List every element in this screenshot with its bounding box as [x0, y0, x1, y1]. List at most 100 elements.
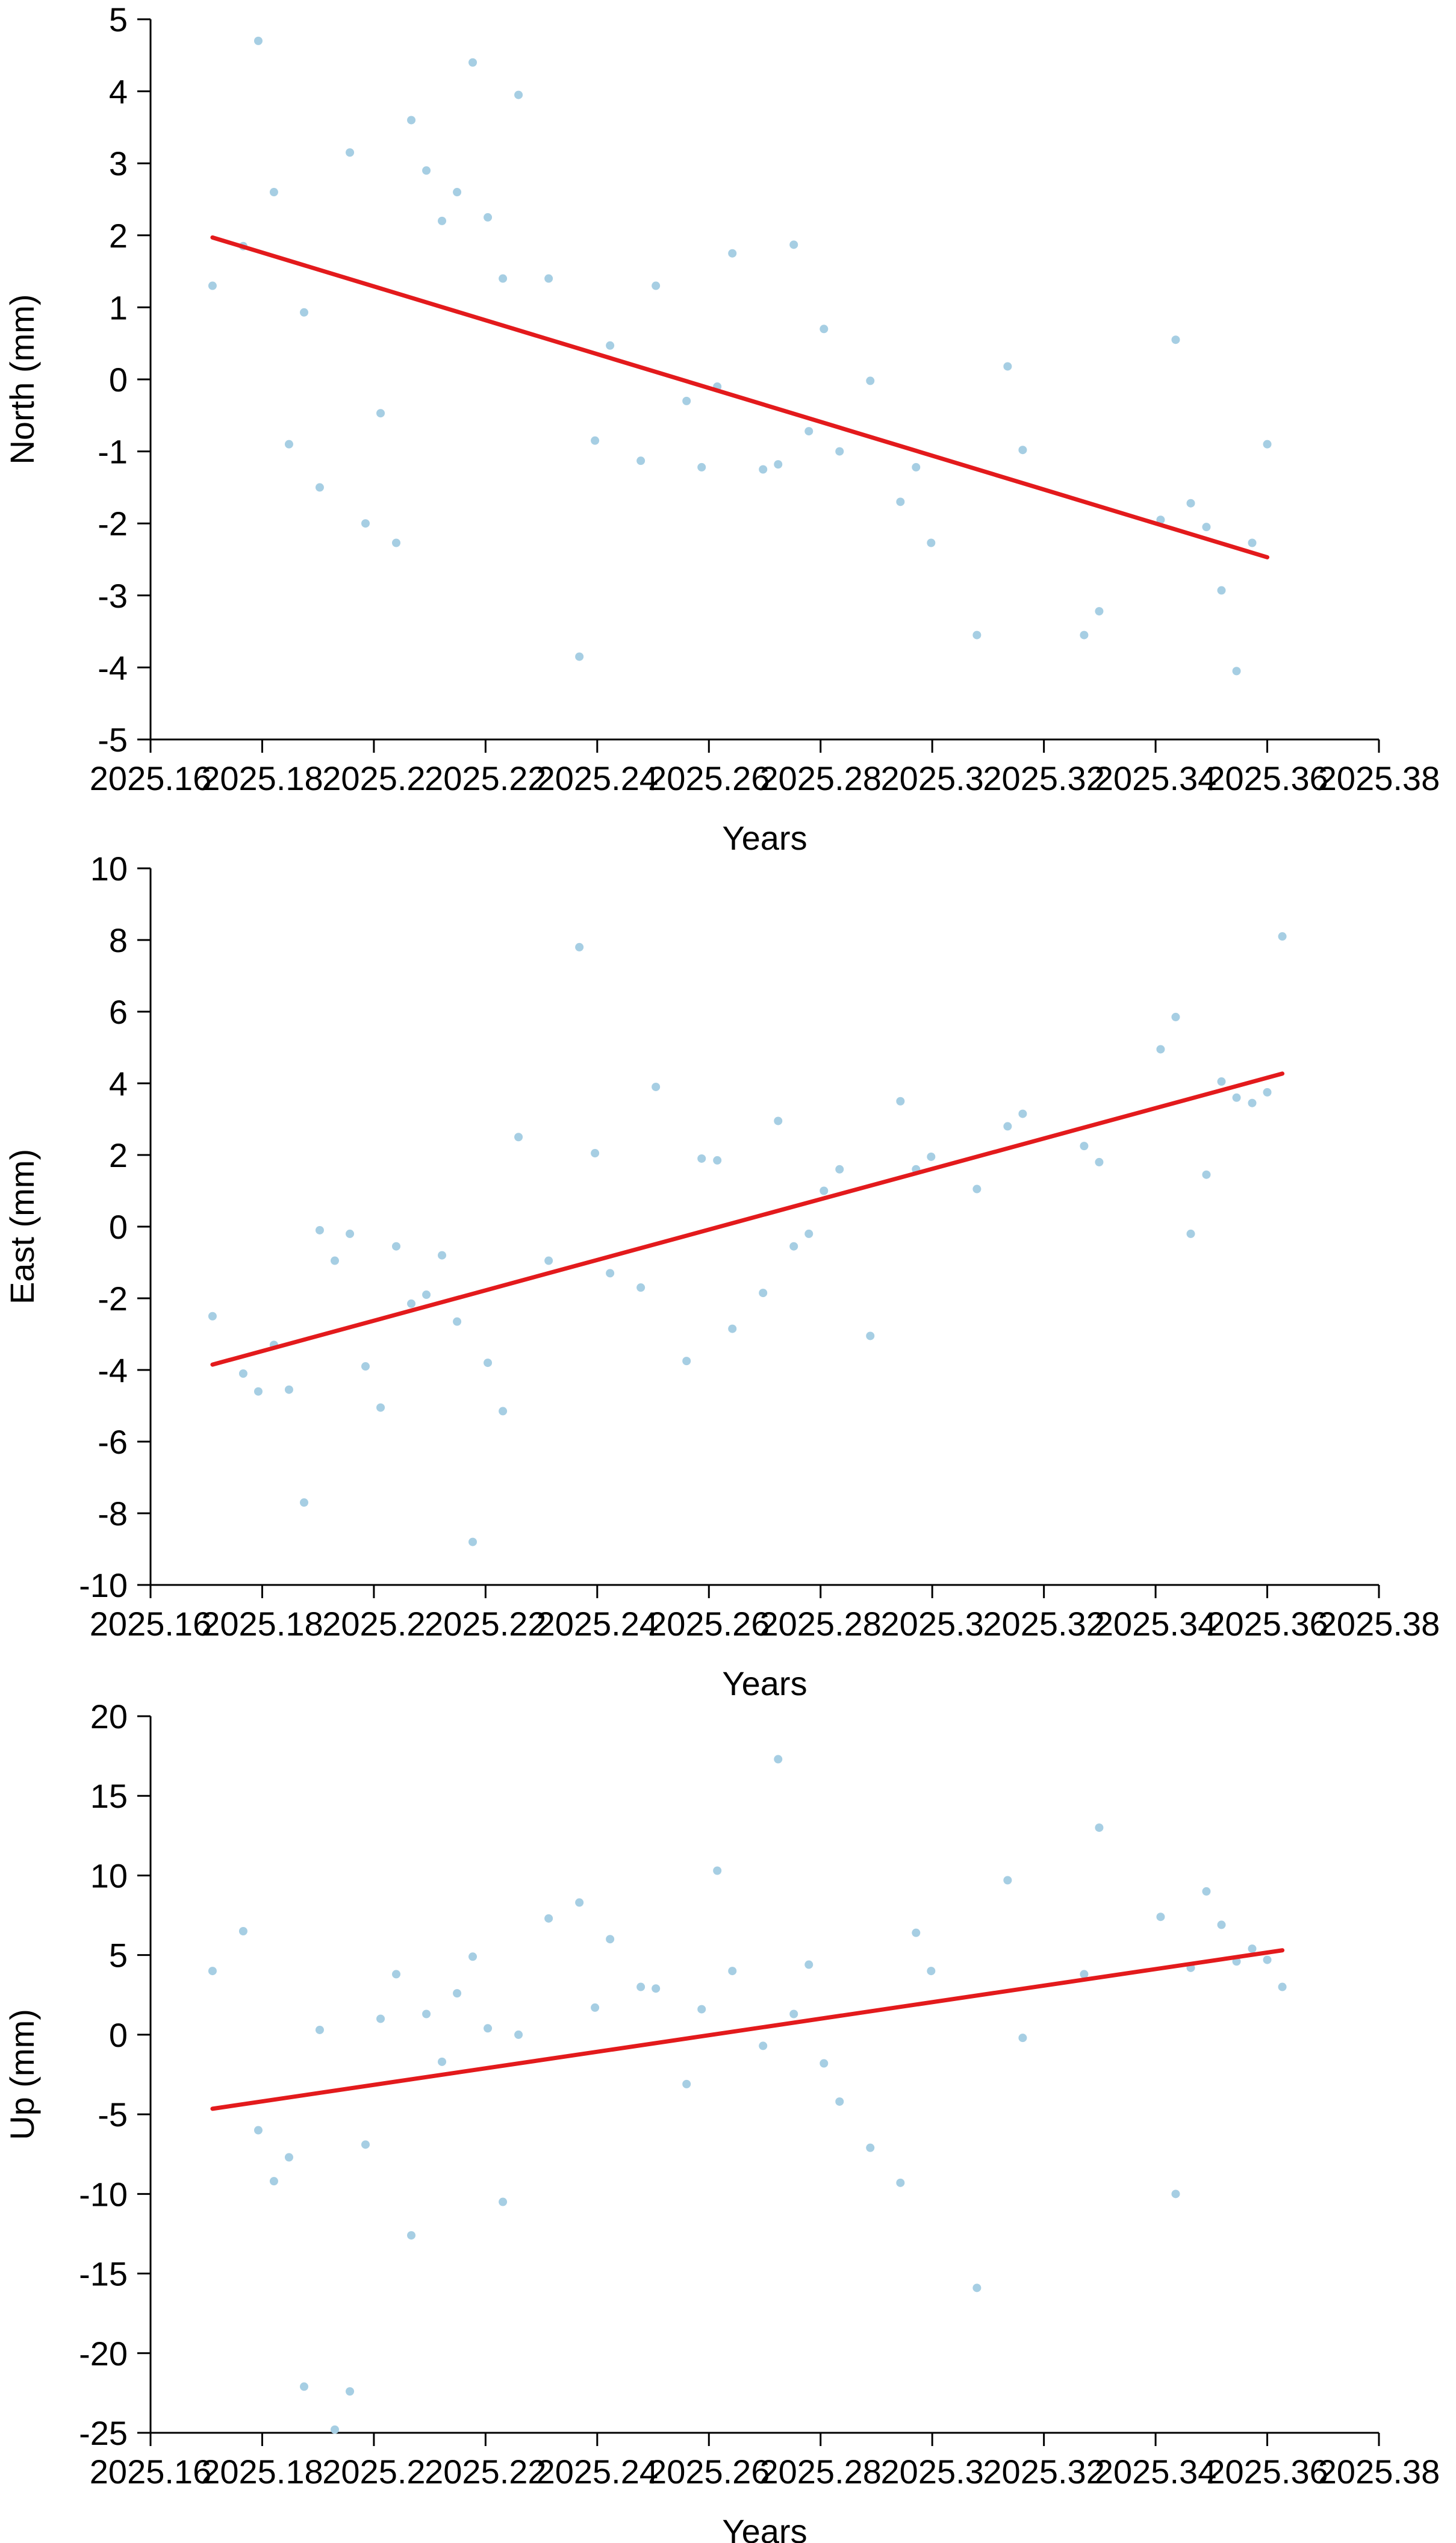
north-data-point [392, 538, 400, 547]
east-y-axis-title: East (mm) [3, 1149, 41, 1304]
up-data-point [575, 1898, 584, 1907]
north-data-point [484, 213, 493, 222]
east-data-point [407, 1299, 416, 1308]
east-x-tick-label: 2025.16 [90, 1605, 211, 1643]
east-data-point [1278, 932, 1287, 941]
east-data-point [1186, 1229, 1195, 1238]
up-data-point [927, 1967, 936, 1976]
north-data-point [361, 519, 370, 528]
up-x-axis-title: Years [722, 2512, 807, 2543]
east-data-point [636, 1283, 646, 1292]
north-data-point [759, 465, 768, 474]
east-data-point [759, 1289, 768, 1298]
up-data-point [238, 1927, 247, 1935]
east-x-tick-label: 2025.36 [1206, 1605, 1328, 1643]
up-y-tick-label: 10 [90, 1857, 128, 1894]
north-data-point [1080, 630, 1089, 640]
north-data-point [682, 396, 691, 405]
east-x-tick-label: 2025.2 [322, 1605, 425, 1643]
north-x-tick-label: 2025.38 [1318, 759, 1440, 797]
up-data-point [636, 1982, 646, 1991]
north-x-tick-label: 2025.22 [425, 759, 546, 797]
north-y-tick-label: -1 [98, 433, 128, 471]
east-data-point [238, 1369, 247, 1378]
north-x-tick-label: 2025.18 [201, 759, 323, 797]
east-data-point [1171, 1012, 1180, 1021]
north-data-point [1232, 667, 1241, 676]
up-y-tick-label: 0 [109, 2016, 128, 2054]
north-data-point [1263, 440, 1272, 449]
up-x-tick-label: 2025.24 [537, 2453, 658, 2491]
north-data-point [575, 652, 584, 661]
east-data-point [1018, 1109, 1027, 1118]
north-data-point [544, 274, 553, 283]
up-x-tick-label: 2025.26 [648, 2453, 770, 2491]
up-data-point [422, 2009, 431, 2019]
north-data-point [774, 460, 783, 469]
north-data-point [284, 440, 293, 449]
east-y-tick-label: -6 [98, 1423, 128, 1461]
east-data-point [300, 1498, 308, 1507]
east-x-tick-label: 2025.28 [760, 1605, 882, 1643]
up-data-point [468, 1952, 478, 1961]
east-x-tick-label: 2025.18 [201, 1605, 323, 1643]
east-data-point [1217, 1077, 1226, 1086]
east-y-tick-label: 6 [109, 993, 128, 1031]
north-data-point [376, 409, 385, 418]
up-x-tick-label: 2025.16 [90, 2453, 211, 2491]
up-data-point [972, 2283, 982, 2292]
north-data-point [1171, 335, 1180, 344]
up-data-point [1278, 1982, 1287, 1991]
up-y-tick-label: 20 [90, 1698, 128, 1735]
up-data-point [407, 2231, 416, 2240]
north-data-point [1186, 499, 1195, 508]
east-data-point [514, 1133, 523, 1142]
east-y-tick-label: 10 [90, 850, 128, 888]
up-data-point [759, 2041, 768, 2050]
east-y-tick-label: -10 [79, 1566, 128, 1604]
north-data-point [499, 274, 508, 283]
up-data-point [1018, 2034, 1027, 2043]
east-data-point [422, 1290, 431, 1300]
east-data-point [682, 1357, 691, 1366]
up-x-tick-label: 2025.28 [760, 2453, 882, 2491]
up-data-point [789, 2009, 798, 2019]
north-data-point [820, 325, 829, 334]
east-data-point [284, 1385, 293, 1394]
north-data-point [1095, 607, 1104, 616]
east-y-tick-label: 8 [109, 921, 128, 959]
north-y-tick-label: 4 [109, 73, 128, 111]
up-data-point [315, 2025, 324, 2034]
up-data-point [208, 1967, 217, 1976]
up-data-point [392, 1970, 400, 1979]
east-data-point [972, 1184, 982, 1194]
east-data-point [866, 1331, 875, 1340]
up-x-tick-label: 2025.36 [1206, 2453, 1328, 2491]
east-data-point [1202, 1170, 1211, 1179]
east-data-point [361, 1362, 370, 1371]
up-data-point [820, 2059, 829, 2068]
east-x-tick-label: 2025.26 [648, 1605, 770, 1643]
up-y-tick-label: -15 [79, 2255, 128, 2293]
east-data-point [376, 1403, 385, 1412]
east-data-point [1003, 1122, 1012, 1131]
north-data-point [468, 58, 478, 67]
east-data-point [1156, 1045, 1165, 1054]
east-data-point [927, 1152, 936, 1161]
up-data-point [514, 2030, 523, 2039]
north-data-point [789, 240, 798, 249]
east-x-axis-title: Years [722, 1664, 807, 1702]
up-x-tick-label: 2025.38 [1318, 2453, 1440, 2491]
up-y-tick-label: -5 [98, 2096, 128, 2134]
north-data-point [1003, 362, 1012, 371]
up-data-point [1217, 1920, 1226, 1929]
east-data-point [896, 1097, 905, 1106]
north-y-tick-label: -2 [98, 505, 128, 543]
east-y-tick-label: 2 [109, 1136, 128, 1174]
north-data-point [835, 447, 844, 456]
north-data-point [1248, 538, 1257, 547]
east-data-point [820, 1186, 829, 1195]
north-x-axis-title: Years [722, 819, 807, 857]
up-x-tick-label: 2025.32 [983, 2453, 1104, 2491]
east-y-tick-label: -2 [98, 1280, 128, 1318]
